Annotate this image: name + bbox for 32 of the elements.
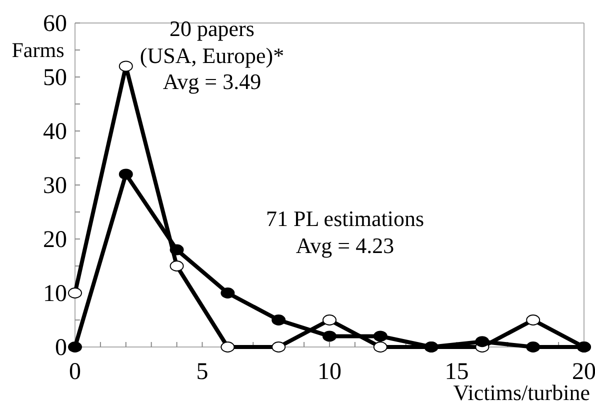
annotation: Avg = 4.23 bbox=[296, 233, 394, 258]
point bbox=[220, 288, 235, 298]
point bbox=[68, 342, 82, 352]
point bbox=[322, 314, 336, 326]
point bbox=[322, 330, 336, 342]
point bbox=[118, 60, 133, 72]
y-tick-label: 20 bbox=[43, 227, 67, 253]
point bbox=[118, 168, 133, 180]
annotation: Avg = 3.49 bbox=[162, 69, 262, 94]
y-tick-label: 30 bbox=[43, 173, 67, 199]
point bbox=[526, 342, 540, 352]
point bbox=[220, 342, 235, 352]
y-tick-label: 40 bbox=[43, 119, 67, 145]
point bbox=[373, 330, 388, 342]
x-tick-label: 10 bbox=[318, 359, 342, 385]
y-tick-label: 60 bbox=[43, 11, 67, 37]
point bbox=[272, 314, 286, 326]
y-axis-title: Farms bbox=[12, 38, 64, 62]
point bbox=[373, 342, 388, 352]
annotation: 71 PL estimations bbox=[266, 206, 424, 231]
x-tick-label: 5 bbox=[196, 359, 208, 385]
point bbox=[475, 336, 490, 348]
point bbox=[170, 260, 184, 272]
y-tick-label: 10 bbox=[43, 281, 67, 307]
point bbox=[68, 288, 82, 298]
point bbox=[272, 342, 286, 352]
y-tick-label: 0 bbox=[55, 335, 67, 361]
y-tick-label: 50 bbox=[43, 65, 67, 91]
point bbox=[526, 314, 540, 326]
annotation: 20 papers bbox=[170, 16, 254, 41]
annotation: (USA, Europe)* bbox=[140, 43, 284, 68]
point bbox=[170, 244, 184, 256]
